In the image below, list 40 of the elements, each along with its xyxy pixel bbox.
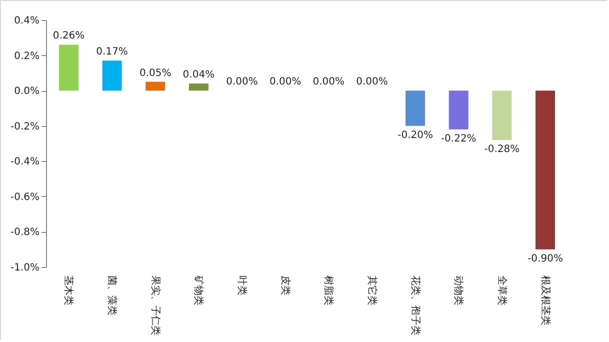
y-tick-label: 0.2%: [14, 50, 40, 62]
data-label: -0.28%: [484, 144, 520, 155]
x-tick-label: 树脂类: [322, 276, 335, 306]
x-tick-label: 其它类: [366, 276, 378, 306]
x-tick-label: 矿物类: [192, 274, 205, 306]
y-tick-label: -1.0%: [10, 262, 40, 274]
bar: [58, 44, 78, 91]
y-tick-label: 0.0%: [14, 86, 40, 98]
bar: [448, 90, 468, 130]
data-label: 0.17%: [96, 46, 128, 58]
x-tick-label: 根及根茎类: [539, 276, 552, 326]
y-tick-label: -0.4%: [10, 156, 40, 168]
y-tick-label: -0.8%: [10, 227, 40, 238]
x-tick-label: 皮类: [279, 276, 292, 296]
bar: [406, 90, 426, 126]
data-label: -0.90%: [528, 253, 563, 264]
data-label: -0.20%: [398, 130, 433, 141]
data-label: -0.22%: [440, 133, 476, 144]
data-label: 0.04%: [182, 70, 215, 81]
bar: [188, 84, 208, 91]
bar: [102, 60, 122, 91]
x-tick-label: 叶类: [236, 276, 248, 296]
x-tick-label: 花类、孢子类: [409, 276, 422, 336]
x-tick-label: 菌、藻类: [106, 276, 118, 316]
y-tick-label: -0.2%: [10, 121, 40, 132]
y-tick-label: -0.6%: [10, 192, 40, 203]
bar: [536, 90, 556, 250]
x-tick-label: 全草类: [496, 276, 508, 306]
data-label: 0.00%: [312, 76, 345, 88]
x-tick-label: 茎木类: [62, 276, 75, 306]
x-tick-label: 果实、子仁类: [149, 276, 162, 336]
data-label: 0.05%: [139, 68, 172, 79]
data-label: 0.26%: [52, 30, 85, 42]
x-tick-label: 动物类: [452, 276, 465, 306]
data-label: 0.00%: [356, 76, 388, 88]
bar: [146, 82, 166, 91]
data-label: 0.00%: [226, 76, 258, 88]
data-label: 0.00%: [269, 76, 302, 88]
y-tick-label: 0.4%: [14, 16, 40, 26]
bar: [492, 90, 512, 140]
